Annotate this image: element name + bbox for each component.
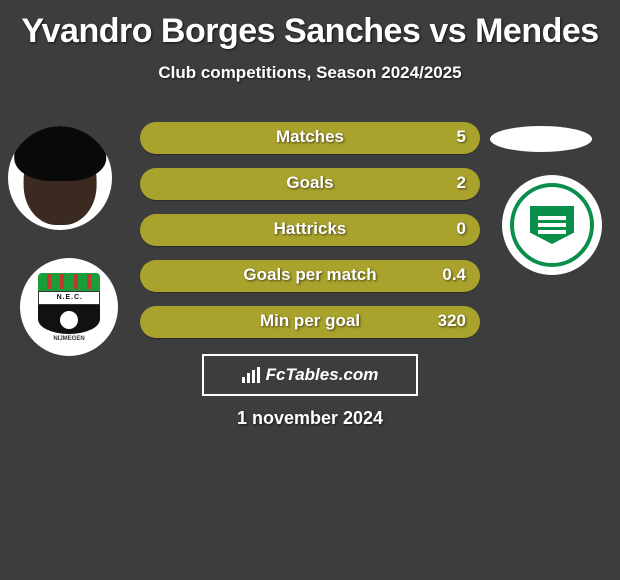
page-title: Yvandro Borges Sanches vs Mendes <box>0 0 620 51</box>
watermark-text: FcTables.com <box>266 365 379 385</box>
player2-club-badge <box>502 175 602 275</box>
nec-mid: N . E . C . <box>38 291 100 305</box>
nec-stripe <box>74 274 78 289</box>
player1-club-badge: N . E . C . NIJMEGEN <box>20 258 118 356</box>
stats-bars: Matches 5 Goals 2 Hattricks 0 Goals per … <box>140 122 480 352</box>
avatar-hair <box>14 126 106 181</box>
chart-icon <box>242 367 262 383</box>
stat-value: 0 <box>457 219 466 239</box>
stat-value: 320 <box>438 311 466 331</box>
player1-avatar <box>8 126 112 230</box>
nec-ball-icon <box>60 311 78 329</box>
stat-value: 5 <box>457 127 466 147</box>
stat-value: 2 <box>457 173 466 193</box>
nec-stripe <box>60 274 64 289</box>
player2-avatar-placeholder <box>490 126 592 152</box>
stat-bar-min-per-goal: Min per goal 320 <box>140 306 480 338</box>
stat-bar-goals: Goals 2 <box>140 168 480 200</box>
stat-label: Min per goal <box>140 311 480 331</box>
stat-bar-matches: Matches 5 <box>140 122 480 154</box>
stat-bar-hattricks: Hattricks 0 <box>140 214 480 246</box>
subtitle: Club competitions, Season 2024/2025 <box>0 63 620 83</box>
stat-label: Matches <box>140 127 480 147</box>
watermark: FcTables.com <box>202 354 418 396</box>
nec-city-label: NIJMEGEN <box>53 336 84 342</box>
stat-value: 0.4 <box>442 265 466 285</box>
stat-label: Goals <box>140 173 480 193</box>
date-label: 1 november 2024 <box>0 408 620 429</box>
nec-stripe <box>47 274 51 289</box>
stat-label: Hattricks <box>140 219 480 239</box>
groningen-shield-icon <box>530 206 574 244</box>
stat-bar-goals-per-match: Goals per match 0.4 <box>140 260 480 292</box>
nec-bot <box>38 305 100 335</box>
groningen-bars <box>538 223 566 227</box>
nec-shield-icon: N . E . C . <box>38 273 100 335</box>
groningen-outer-ring <box>510 183 594 267</box>
nec-top <box>38 273 100 292</box>
stat-label: Goals per match <box>140 265 480 285</box>
nec-stripe <box>87 274 91 289</box>
